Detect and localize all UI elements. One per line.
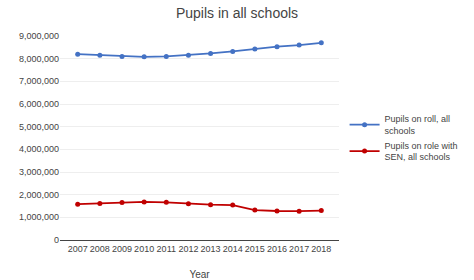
svg-text:9,000,000: 9,000,000 [19,31,59,41]
svg-text:2011: 2011 [157,244,176,254]
svg-text:7,000,000: 7,000,000 [19,76,59,86]
svg-text:2,000,000: 2,000,000 [19,190,59,200]
svg-text:3,000,000: 3,000,000 [19,167,59,177]
svg-text:2017: 2017 [289,244,309,254]
svg-text:2014: 2014 [223,244,243,254]
svg-text:2009: 2009 [112,244,132,254]
svg-text:2015: 2015 [245,244,265,254]
svg-text:0: 0 [54,235,59,245]
svg-text:Year: Year [189,269,210,280]
svg-text:1,000,000: 1,000,000 [19,212,59,222]
svg-text:4,000,000: 4,000,000 [19,144,59,154]
svg-text:Pupils on role withSEN, all sc: Pupils on role withSEN, all schools [385,141,458,163]
svg-text:2013: 2013 [201,244,221,254]
svg-text:5,000,000: 5,000,000 [19,122,59,132]
svg-text:2012: 2012 [178,244,198,254]
svg-text:2007: 2007 [68,244,88,254]
svg-text:2016: 2016 [267,244,287,254]
svg-text:2018: 2018 [311,244,331,254]
svg-text:8,000,000: 8,000,000 [19,54,59,64]
svg-text:Pupils on roll, allschools: Pupils on roll, allschools [385,114,451,136]
svg-text:2008: 2008 [90,244,110,254]
svg-text:2010: 2010 [134,244,154,254]
svg-text:Pupils in all schools: Pupils in all schools [176,5,298,21]
svg-text:6,000,000: 6,000,000 [19,99,59,109]
